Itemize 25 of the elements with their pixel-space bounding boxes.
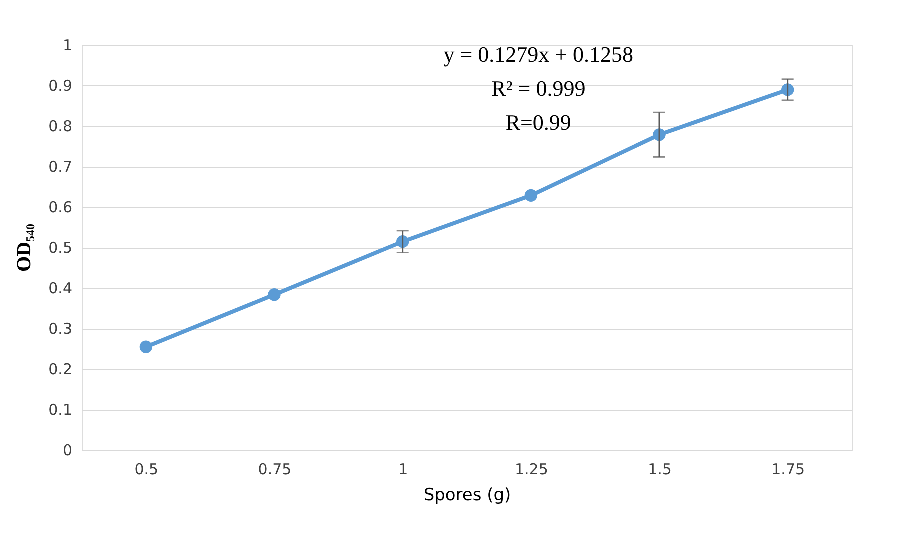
x-tick-label: 1.75 bbox=[772, 460, 806, 478]
point bbox=[140, 340, 152, 354]
y-tick-label: 0.6 bbox=[48, 198, 72, 216]
x-tick-label: 0.5 bbox=[134, 460, 159, 478]
x-tick-label: 1.5 bbox=[648, 460, 672, 478]
y-tick-label: 0.9 bbox=[48, 77, 72, 95]
annotation: R² = 0.999 bbox=[492, 76, 586, 101]
y-tick-label: 0.2 bbox=[48, 360, 72, 378]
x-axis-title: Spores (g) bbox=[424, 486, 512, 506]
point bbox=[524, 189, 538, 202]
x-tick-label: 1.25 bbox=[514, 460, 548, 478]
y-tick-label: 0.4 bbox=[48, 280, 72, 298]
point bbox=[268, 288, 281, 302]
y-tick-label: 0.3 bbox=[48, 320, 72, 338]
y-tick-label: 1 bbox=[62, 36, 72, 54]
y-axis-title: OD₅₄₀ bbox=[14, 224, 36, 272]
y-tick-label: 0.7 bbox=[48, 158, 72, 176]
x-tick-label: 1 bbox=[398, 460, 408, 478]
x-tick-label: 0.75 bbox=[258, 460, 292, 478]
y-tick-label: 0.8 bbox=[48, 118, 72, 136]
y-tick-label: 0.5 bbox=[48, 239, 72, 257]
annotation: R=0.99 bbox=[506, 110, 572, 135]
y-tick-label: 0 bbox=[62, 442, 72, 460]
y-tick-label: 0.1 bbox=[48, 401, 72, 419]
annotation: y = 0.1279x + 0.1258 bbox=[444, 42, 634, 67]
